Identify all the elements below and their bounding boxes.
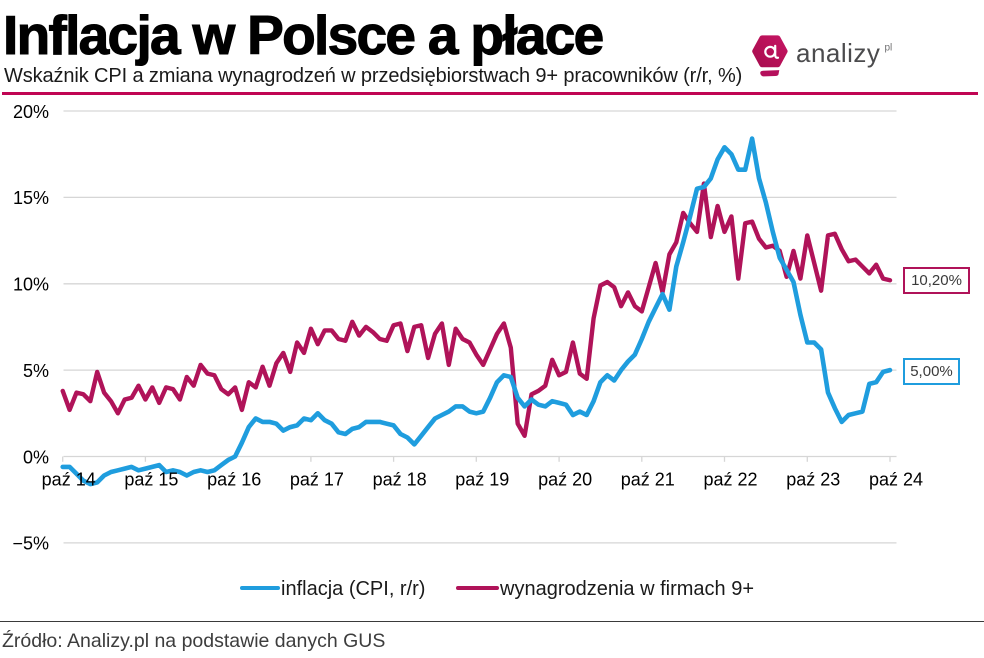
svg-text:paź 18: paź 18: [373, 469, 427, 489]
svg-text:paź 15: paź 15: [124, 469, 178, 489]
svg-text:paź 14: paź 14: [42, 469, 96, 489]
svg-text:paź 16: paź 16: [207, 469, 261, 489]
svg-text:paź 22: paź 22: [703, 469, 757, 489]
svg-text:pl: pl: [885, 43, 893, 54]
svg-text:paź 24: paź 24: [869, 469, 923, 489]
svg-text:5%: 5%: [23, 361, 49, 381]
svg-text:paź 21: paź 21: [621, 469, 675, 489]
svg-text:10%: 10%: [13, 275, 49, 295]
svg-text:0%: 0%: [23, 447, 49, 467]
svg-text:paź 17: paź 17: [290, 469, 344, 489]
svg-text:−5%: −5%: [12, 534, 49, 554]
svg-text:paź 19: paź 19: [455, 469, 509, 489]
svg-text:15%: 15%: [13, 188, 49, 208]
svg-text:paź 20: paź 20: [538, 469, 592, 489]
svg-text:analizy: analizy: [796, 38, 880, 68]
svg-text:paź 23: paź 23: [786, 469, 840, 489]
svg-text:20%: 20%: [13, 102, 49, 122]
